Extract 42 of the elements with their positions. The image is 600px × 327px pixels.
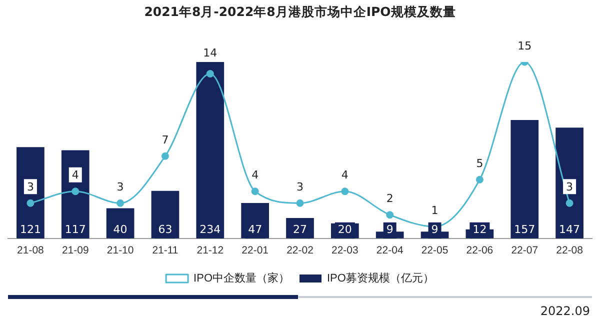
x-tick-label: 22-07: [511, 244, 538, 257]
x-tick-label: 21-08: [17, 244, 44, 257]
x-tick-label: 22-06: [466, 244, 494, 257]
data-label: 3: [296, 180, 304, 194]
x-tick-label: 21-10: [106, 244, 134, 257]
data-label: 47: [248, 222, 262, 236]
data-label: 9: [431, 222, 438, 236]
data-label: 4: [72, 168, 79, 182]
data-label: 157: [514, 222, 536, 236]
data-label: 63: [158, 222, 172, 236]
data-label: 5: [476, 156, 484, 170]
data-label: 2: [386, 192, 394, 206]
x-tick-label: 22-04: [376, 244, 404, 257]
data-label: 3: [26, 180, 34, 194]
x-tick-label: 21-09: [62, 244, 89, 257]
data-label: 4: [341, 168, 348, 182]
x-tick-label: 22-02: [286, 244, 314, 257]
data-label: 15: [518, 39, 532, 52]
data-label: 117: [64, 222, 86, 236]
x-tick-label: 22-01: [242, 244, 269, 257]
legend-label: IPO中企数量（家）: [194, 272, 290, 285]
x-tick-label: 21-12: [196, 244, 224, 257]
data-label: 4: [252, 168, 259, 182]
data-label: 27: [293, 222, 307, 236]
x-tick-label: 22-08: [556, 244, 584, 257]
x-tick-label: 22-03: [331, 244, 359, 257]
data-label: 20: [338, 222, 352, 236]
chart-title: 2021年8月-2022年8月港股市场中企IPO规模及数量: [143, 4, 457, 21]
data-label: 9: [386, 222, 394, 236]
data-label: 14: [203, 46, 218, 60]
x-tick-label: 22-05: [421, 244, 448, 257]
data-label: 1: [431, 204, 438, 217]
data-label: 234: [200, 222, 221, 236]
data-label: 7: [162, 133, 169, 146]
data-label: 3: [566, 180, 574, 194]
legend-label: IPO募资规模（亿元）: [327, 272, 434, 285]
text: 2022.09: [540, 304, 590, 318]
data-label: 147: [559, 222, 580, 236]
x-tick-label: 21-11: [152, 244, 178, 257]
data-label: 3: [116, 180, 124, 194]
data-label: 40: [113, 222, 128, 236]
data-label: 121: [20, 222, 41, 236]
